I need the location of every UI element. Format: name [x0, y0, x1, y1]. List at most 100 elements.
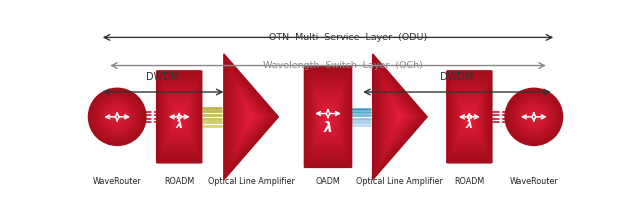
Polygon shape: [236, 82, 266, 151]
Ellipse shape: [525, 108, 543, 126]
Text: λ: λ: [466, 120, 473, 130]
Ellipse shape: [95, 95, 139, 139]
FancyBboxPatch shape: [453, 84, 486, 149]
FancyBboxPatch shape: [466, 112, 473, 122]
FancyBboxPatch shape: [173, 107, 185, 126]
Ellipse shape: [98, 97, 137, 136]
Polygon shape: [227, 60, 276, 174]
FancyBboxPatch shape: [177, 114, 182, 120]
Text: DWDM: DWDM: [147, 72, 180, 82]
Text: OADM: OADM: [316, 177, 340, 186]
Ellipse shape: [99, 98, 136, 135]
Ellipse shape: [526, 109, 542, 125]
Polygon shape: [394, 104, 405, 129]
Ellipse shape: [113, 112, 122, 121]
FancyBboxPatch shape: [447, 71, 492, 163]
FancyBboxPatch shape: [175, 112, 183, 122]
Text: λ: λ: [324, 121, 332, 135]
Polygon shape: [228, 63, 275, 170]
Polygon shape: [382, 76, 418, 158]
Polygon shape: [225, 57, 277, 177]
Polygon shape: [385, 82, 415, 151]
Polygon shape: [387, 85, 413, 148]
Ellipse shape: [521, 104, 547, 129]
FancyBboxPatch shape: [460, 98, 479, 136]
FancyBboxPatch shape: [463, 105, 476, 129]
Text: OTN  Multi  Service  Layer  (ODU): OTN Multi Service Layer (ODU): [269, 33, 427, 42]
Text: DWDM: DWDM: [440, 72, 474, 82]
FancyBboxPatch shape: [313, 86, 343, 147]
FancyBboxPatch shape: [322, 106, 334, 127]
Polygon shape: [377, 63, 423, 170]
Ellipse shape: [100, 100, 134, 134]
Ellipse shape: [511, 94, 557, 140]
Polygon shape: [392, 98, 408, 136]
FancyBboxPatch shape: [172, 103, 187, 131]
FancyBboxPatch shape: [455, 89, 483, 145]
FancyBboxPatch shape: [162, 82, 196, 152]
Polygon shape: [250, 114, 253, 120]
FancyBboxPatch shape: [461, 100, 478, 133]
FancyBboxPatch shape: [456, 91, 483, 142]
Ellipse shape: [97, 96, 138, 137]
FancyBboxPatch shape: [310, 79, 346, 155]
Ellipse shape: [93, 93, 141, 141]
Ellipse shape: [509, 93, 558, 141]
Ellipse shape: [528, 111, 540, 123]
Ellipse shape: [116, 116, 118, 118]
FancyBboxPatch shape: [160, 78, 198, 156]
Text: Optical Line Amplifier: Optical Line Amplifier: [356, 177, 444, 186]
Polygon shape: [374, 57, 426, 177]
FancyBboxPatch shape: [458, 94, 481, 140]
Ellipse shape: [111, 111, 123, 123]
Text: ROADM: ROADM: [454, 177, 484, 186]
FancyBboxPatch shape: [448, 73, 491, 161]
FancyBboxPatch shape: [169, 98, 189, 136]
Text: ROADM: ROADM: [164, 177, 195, 186]
Ellipse shape: [109, 109, 125, 125]
Polygon shape: [230, 70, 271, 164]
FancyBboxPatch shape: [450, 78, 489, 156]
Polygon shape: [232, 73, 270, 161]
Ellipse shape: [522, 105, 545, 128]
Polygon shape: [376, 60, 424, 174]
FancyBboxPatch shape: [467, 114, 472, 120]
FancyBboxPatch shape: [312, 84, 344, 150]
Ellipse shape: [108, 108, 127, 126]
FancyBboxPatch shape: [167, 94, 191, 140]
Ellipse shape: [509, 92, 559, 142]
Polygon shape: [240, 92, 262, 142]
Ellipse shape: [90, 89, 145, 144]
FancyBboxPatch shape: [314, 89, 342, 145]
FancyBboxPatch shape: [163, 84, 195, 149]
FancyBboxPatch shape: [161, 80, 198, 154]
FancyBboxPatch shape: [325, 114, 331, 120]
Ellipse shape: [512, 95, 556, 139]
Polygon shape: [229, 66, 273, 167]
Text: λ: λ: [176, 120, 182, 130]
FancyBboxPatch shape: [454, 87, 484, 147]
Polygon shape: [378, 66, 422, 167]
Polygon shape: [393, 101, 407, 133]
FancyBboxPatch shape: [168, 96, 190, 138]
Polygon shape: [372, 54, 428, 180]
FancyBboxPatch shape: [157, 71, 202, 163]
Ellipse shape: [92, 92, 143, 142]
Polygon shape: [389, 92, 411, 142]
FancyBboxPatch shape: [320, 101, 336, 132]
Ellipse shape: [104, 104, 130, 129]
Polygon shape: [241, 95, 260, 139]
FancyBboxPatch shape: [321, 104, 335, 130]
Ellipse shape: [519, 102, 548, 132]
Polygon shape: [248, 111, 254, 123]
Polygon shape: [397, 111, 403, 123]
FancyBboxPatch shape: [311, 81, 345, 152]
Ellipse shape: [114, 114, 121, 120]
Ellipse shape: [106, 105, 129, 128]
Ellipse shape: [532, 116, 535, 118]
Ellipse shape: [107, 107, 127, 127]
FancyBboxPatch shape: [172, 105, 186, 129]
Ellipse shape: [102, 102, 132, 132]
Ellipse shape: [518, 101, 550, 133]
Ellipse shape: [524, 107, 544, 127]
